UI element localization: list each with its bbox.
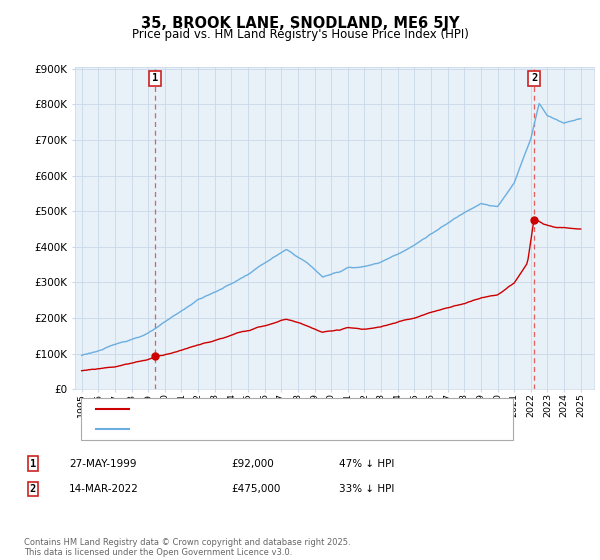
Text: 27-MAY-1999: 27-MAY-1999 (69, 459, 137, 469)
Text: £475,000: £475,000 (231, 484, 280, 494)
Text: £92,000: £92,000 (231, 459, 274, 469)
Text: 2: 2 (531, 73, 537, 83)
Text: 14-MAR-2022: 14-MAR-2022 (69, 484, 139, 494)
Text: 35, BROOK LANE, SNODLAND, ME6 5JY (detached house): 35, BROOK LANE, SNODLAND, ME6 5JY (detac… (135, 404, 419, 414)
Text: Contains HM Land Registry data © Crown copyright and database right 2025.
This d: Contains HM Land Registry data © Crown c… (24, 538, 350, 557)
Text: 2: 2 (30, 484, 36, 494)
Text: 33% ↓ HPI: 33% ↓ HPI (339, 484, 394, 494)
Text: 35, BROOK LANE, SNODLAND, ME6 5JY: 35, BROOK LANE, SNODLAND, ME6 5JY (141, 16, 459, 31)
Text: 47% ↓ HPI: 47% ↓ HPI (339, 459, 394, 469)
Text: HPI: Average price, detached house, Tonbridge and Malling: HPI: Average price, detached house, Tonb… (135, 424, 430, 434)
Text: 1: 1 (30, 459, 36, 469)
Text: 1: 1 (152, 73, 158, 83)
Text: Price paid vs. HM Land Registry's House Price Index (HPI): Price paid vs. HM Land Registry's House … (131, 28, 469, 41)
